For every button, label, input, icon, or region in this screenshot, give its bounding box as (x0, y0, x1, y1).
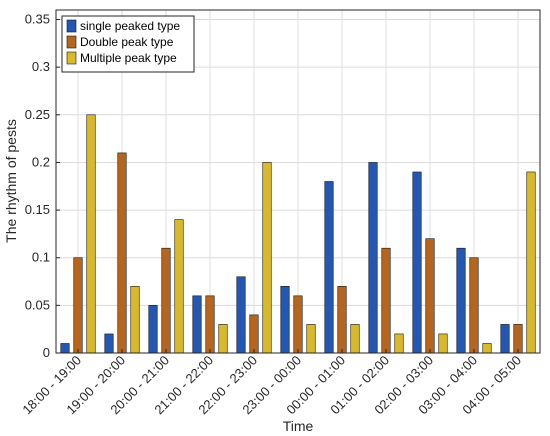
y-tick-label: 0.3 (32, 59, 50, 74)
bar (293, 295, 303, 354)
bar (368, 162, 378, 354)
bar (337, 286, 347, 354)
bar (249, 314, 259, 354)
bar (60, 343, 70, 354)
y-tick-label: 0.35 (25, 12, 50, 27)
y-tick-label: 0.15 (25, 202, 50, 217)
legend-label: Double peak type (80, 35, 174, 49)
bar (192, 295, 202, 354)
y-axis-ticks: 0 0.05 0.1 0.15 0.2 0.25 0.3 0.35 (25, 12, 60, 360)
legend-swatch (66, 51, 77, 65)
bar (205, 295, 215, 354)
bar (350, 324, 360, 354)
bar (412, 171, 422, 354)
bar (469, 257, 479, 354)
bar (130, 286, 140, 354)
bar (425, 238, 435, 354)
bar (324, 181, 334, 354)
bar (104, 333, 114, 354)
legend-swatch (66, 35, 77, 49)
bar (236, 276, 246, 354)
y-tick-label: 0.1 (32, 250, 50, 265)
bar (148, 305, 158, 354)
bar (161, 247, 171, 354)
bar (280, 286, 290, 354)
bar (438, 333, 448, 354)
bar (456, 247, 466, 354)
legend-label: Multiple peak type (80, 51, 177, 65)
bar (262, 162, 272, 354)
bar (73, 257, 83, 354)
y-tick-label: 0.25 (25, 107, 50, 122)
bar (513, 324, 523, 354)
bar (306, 324, 316, 354)
legend-swatch (66, 19, 77, 33)
legend-label: single peaked type (80, 19, 180, 33)
bar (526, 171, 536, 354)
x-axis-title: Time (283, 418, 314, 434)
bars (60, 114, 536, 354)
bar (86, 114, 96, 354)
bar (394, 333, 404, 354)
bar (500, 324, 510, 354)
y-tick-label: 0 (43, 345, 50, 360)
bar (482, 343, 492, 354)
legend-box (61, 15, 195, 73)
bar (381, 247, 391, 354)
y-axis-title: The rhythm of pests (3, 119, 19, 243)
bar (174, 219, 184, 354)
y-tick-label: 0.2 (32, 154, 50, 169)
bar (117, 152, 127, 354)
y-tick-label: 0.05 (25, 297, 50, 312)
legend: single peaked type Double peak type Multip… (61, 15, 195, 73)
bar (218, 324, 228, 354)
